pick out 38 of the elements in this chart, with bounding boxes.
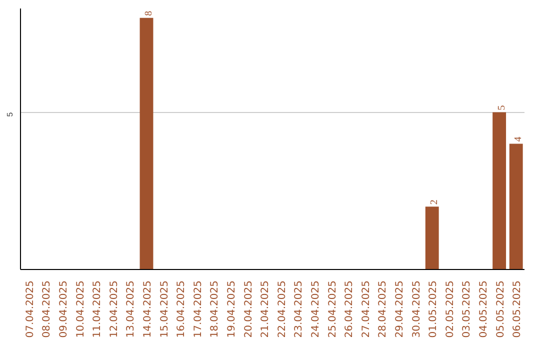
x-tick-label: 15.04.2025 [159,280,170,338]
data-label: 4 [513,136,524,142]
x-tick-label: 24.04.2025 [310,280,322,338]
x-tick-label: 12.04.2025 [108,280,120,338]
x-tick-label: 04.05.2025 [478,280,490,338]
x-tick-label: 05.05.2025 [495,280,506,338]
x-tick-label: 06.05.2025 [512,280,524,338]
x-tick-label: 23.04.2025 [294,280,305,338]
x-tick-label: 18.04.2025 [210,280,221,338]
x-tick-label: 29.04.2025 [394,280,406,338]
x-tick-label: 08.04.2025 [42,280,53,338]
x-tick-label: 17.04.2025 [192,280,204,338]
x-tick-label: 13.04.2025 [126,280,137,338]
bar [425,206,439,270]
x-tick-label: 10.04.2025 [75,280,86,338]
x-tick-label: 07.04.2025 [24,280,36,338]
x-tick-label: 11.04.2025 [92,280,104,338]
bar [492,112,506,270]
bar [140,18,154,270]
x-tick-label: 20.04.2025 [243,280,254,338]
x-tick-label: 16.04.2025 [176,280,188,338]
bar [509,144,523,270]
x-tick-label: 19.04.2025 [226,280,238,338]
x-tick-label: 28.04.2025 [378,280,389,338]
x-tick-label: 27.04.2025 [360,280,372,338]
x-tick-label: 09.04.2025 [58,280,70,338]
x-tick-label: 21.04.2025 [260,280,272,338]
x-tick-label: 22.04.2025 [276,280,288,338]
x-tick-label: 03.05.2025 [462,280,473,338]
data-label: 8 [144,10,154,16]
data-label: 5 [496,105,508,110]
x-tick-label: 14.04.2025 [142,280,154,338]
x-tick-label: 25.04.2025 [327,280,338,338]
x-tick-label: 02.05.2025 [444,280,456,338]
x-tick-label: 26.04.2025 [344,280,356,338]
x-tick-label: 01.05.2025 [428,280,440,338]
x-tick-label: 30.04.2025 [411,280,422,338]
data-label: 2 [429,200,440,205]
